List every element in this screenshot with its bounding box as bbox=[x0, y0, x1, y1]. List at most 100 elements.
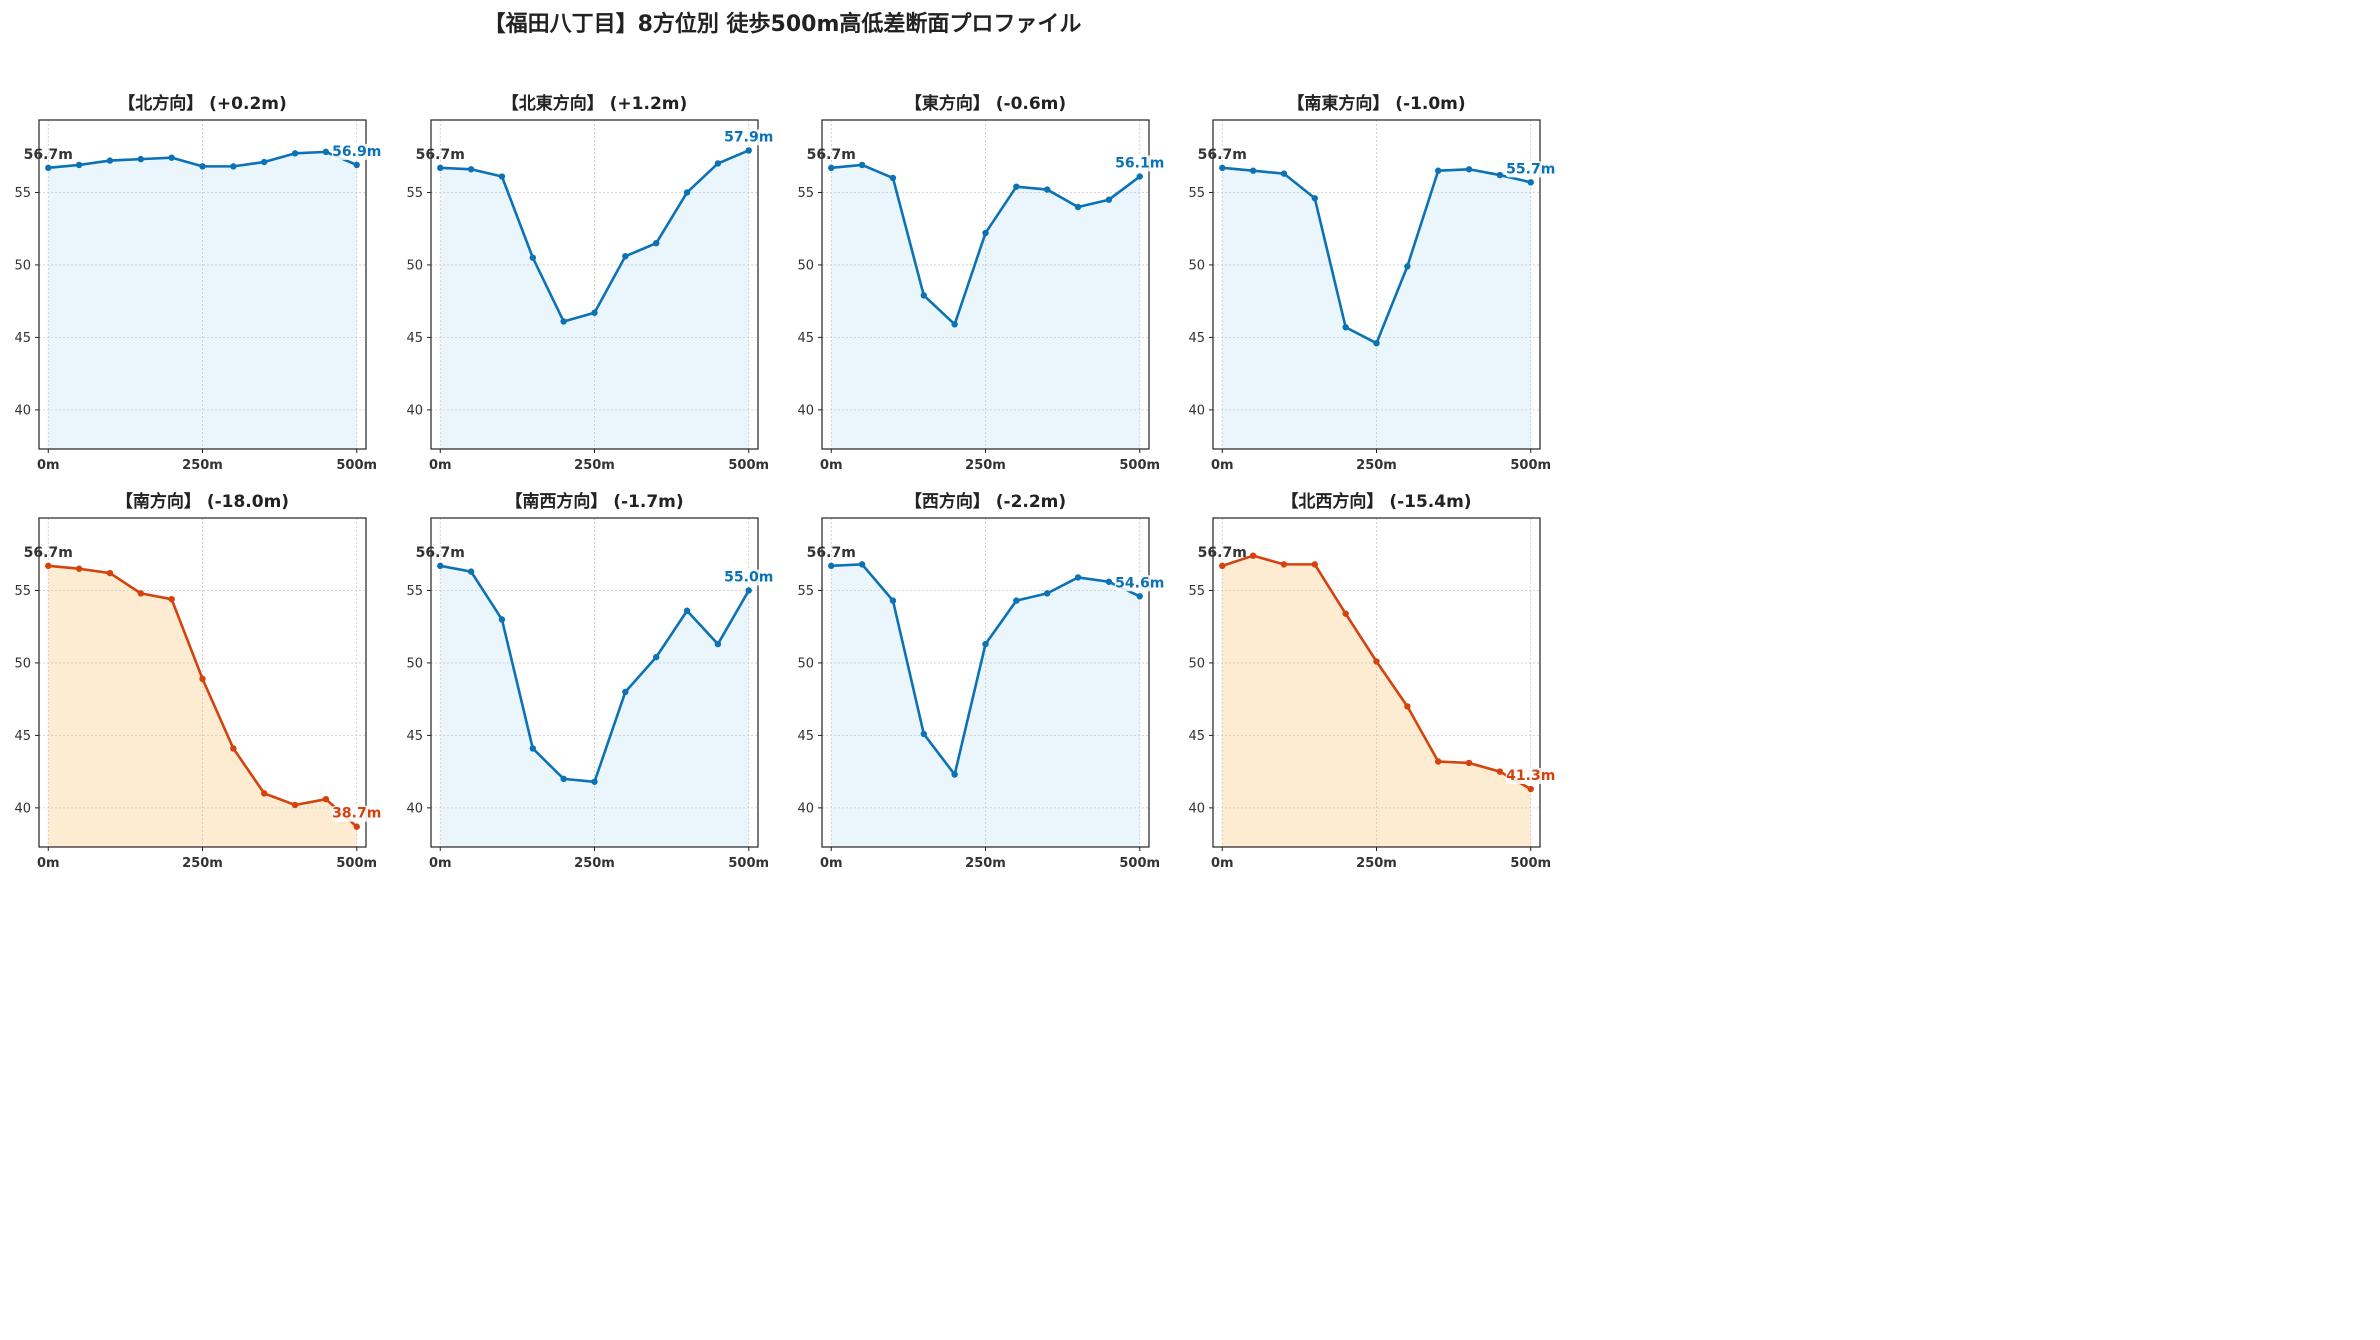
profile-point bbox=[1342, 610, 1349, 617]
profile-point bbox=[683, 607, 691, 614]
x-tick-label: 0m bbox=[429, 856, 452, 871]
profile-point bbox=[714, 160, 722, 167]
profile-point bbox=[75, 565, 83, 572]
x-tick-label: 250m bbox=[1356, 856, 1397, 871]
profile-point bbox=[260, 158, 268, 166]
profile-point bbox=[1105, 196, 1113, 203]
y-tick-label: 55 bbox=[1188, 584, 1205, 599]
profile-point bbox=[1013, 183, 1020, 190]
y-tick-label: 40 bbox=[797, 801, 814, 816]
x-tick-label: 0m bbox=[1211, 458, 1234, 473]
profile-point bbox=[745, 147, 752, 154]
x-tick-label: 500m bbox=[1119, 458, 1160, 473]
profile-point bbox=[1311, 561, 1319, 568]
y-tick-label: 50 bbox=[14, 656, 31, 671]
end-label-background bbox=[1114, 575, 1165, 592]
end-label-background bbox=[331, 143, 382, 160]
profile-point bbox=[828, 164, 835, 172]
profile-point bbox=[437, 562, 444, 570]
profile-point bbox=[529, 254, 537, 261]
x-tick-label: 500m bbox=[728, 856, 769, 871]
chart-title: 【西方向】 (-2.2m) bbox=[905, 491, 1066, 512]
end-label-background bbox=[723, 569, 774, 586]
x-tick-label: 500m bbox=[728, 458, 769, 473]
profile-point bbox=[1404, 263, 1411, 270]
chart-title: 【南東方向】 (-1.0m) bbox=[1287, 93, 1465, 114]
area-fill bbox=[831, 564, 1140, 847]
profile-point bbox=[1074, 203, 1082, 211]
profile-point bbox=[1136, 593, 1143, 600]
end-label-background bbox=[331, 805, 382, 822]
profile-point bbox=[1311, 195, 1319, 202]
y-tick-label: 55 bbox=[406, 584, 423, 599]
profile-point bbox=[591, 309, 598, 316]
area-fill bbox=[831, 164, 1140, 450]
y-tick-label: 50 bbox=[406, 656, 423, 671]
profile-point bbox=[683, 189, 691, 196]
y-tick-label: 50 bbox=[797, 258, 814, 273]
profile-point bbox=[199, 675, 206, 683]
profile-point bbox=[260, 790, 268, 797]
profile-point bbox=[1074, 574, 1082, 581]
profile-point bbox=[1496, 171, 1504, 179]
profile-point bbox=[1342, 324, 1349, 331]
profile-point bbox=[1249, 552, 1257, 559]
profile-point bbox=[322, 795, 330, 803]
profile-point bbox=[1280, 561, 1288, 568]
chart-title: 【東方向】 (-0.6m) bbox=[905, 93, 1066, 114]
end-elevation-label: 55.7m bbox=[1506, 161, 1555, 177]
profile-point bbox=[1496, 768, 1504, 775]
end-elevation-label: 56.1m bbox=[1115, 156, 1164, 172]
profile-point bbox=[168, 595, 175, 603]
profile-point bbox=[45, 164, 52, 172]
profile-point bbox=[322, 148, 330, 156]
x-tick-label: 500m bbox=[1119, 856, 1160, 871]
y-tick-label: 55 bbox=[14, 186, 31, 201]
profile-point bbox=[291, 801, 299, 809]
profile-point bbox=[1105, 578, 1113, 585]
end-elevation-label: 56.9m bbox=[332, 144, 381, 160]
profile-point bbox=[353, 161, 360, 169]
x-tick-label: 0m bbox=[429, 458, 452, 473]
end-elevation-label: 54.6m bbox=[1115, 575, 1164, 591]
y-tick-label: 55 bbox=[14, 584, 31, 599]
profile-point bbox=[353, 823, 360, 830]
profile-point bbox=[529, 745, 537, 752]
end-label-background bbox=[1505, 768, 1556, 785]
start-elevation-label: 56.7m bbox=[1198, 545, 1247, 561]
x-tick-label: 500m bbox=[1510, 856, 1551, 871]
profile-chart-7: 0m 250m 500m 40 45 50 55 【西方向】 (-2.2m) 56.7m 54.6… bbox=[797, 491, 1165, 871]
y-tick-label: 55 bbox=[797, 186, 814, 201]
y-tick-label: 50 bbox=[406, 258, 423, 273]
chart-title: 【北方向】 (+0.2m) bbox=[118, 93, 287, 114]
area-fill bbox=[440, 150, 749, 449]
start-elevation-label: 56.7m bbox=[24, 147, 73, 163]
profile-point bbox=[437, 164, 444, 172]
y-tick-label: 45 bbox=[406, 331, 423, 346]
profile-point bbox=[889, 174, 897, 182]
profile-point bbox=[560, 775, 567, 783]
profile-point bbox=[467, 166, 475, 173]
profile-point bbox=[1373, 658, 1380, 665]
profile-point bbox=[137, 590, 145, 597]
y-tick-label: 45 bbox=[1188, 331, 1205, 346]
profile-point bbox=[951, 771, 958, 778]
profile-chart-1: 0m 250m 500m 40 45 50 55 【北方向】 (+0.2m) 56.7m 56.9… bbox=[14, 93, 382, 473]
x-tick-label: 250m bbox=[965, 458, 1006, 473]
profile-point bbox=[858, 161, 866, 169]
x-tick-label: 0m bbox=[37, 458, 60, 473]
start-elevation-label: 56.7m bbox=[416, 147, 465, 163]
profile-point bbox=[622, 253, 629, 260]
x-tick-label: 0m bbox=[820, 856, 843, 871]
y-tick-label: 45 bbox=[797, 729, 814, 744]
y-tick-label: 45 bbox=[14, 729, 31, 744]
profile-point bbox=[1434, 167, 1442, 174]
profile-point bbox=[858, 561, 866, 568]
profile-point bbox=[137, 155, 145, 163]
x-tick-label: 250m bbox=[182, 458, 223, 473]
profile-chart-8: 0m 250m 500m 40 45 50 55 【北西方向】 (-15.4m) 56.7m 41… bbox=[1188, 491, 1556, 871]
profile-chart-6: 0m 250m 500m 40 45 50 55 【南西方向】 (-1.7m) 56.7m 55.… bbox=[406, 491, 774, 871]
profile-point bbox=[106, 569, 114, 577]
x-tick-label: 0m bbox=[37, 856, 60, 871]
